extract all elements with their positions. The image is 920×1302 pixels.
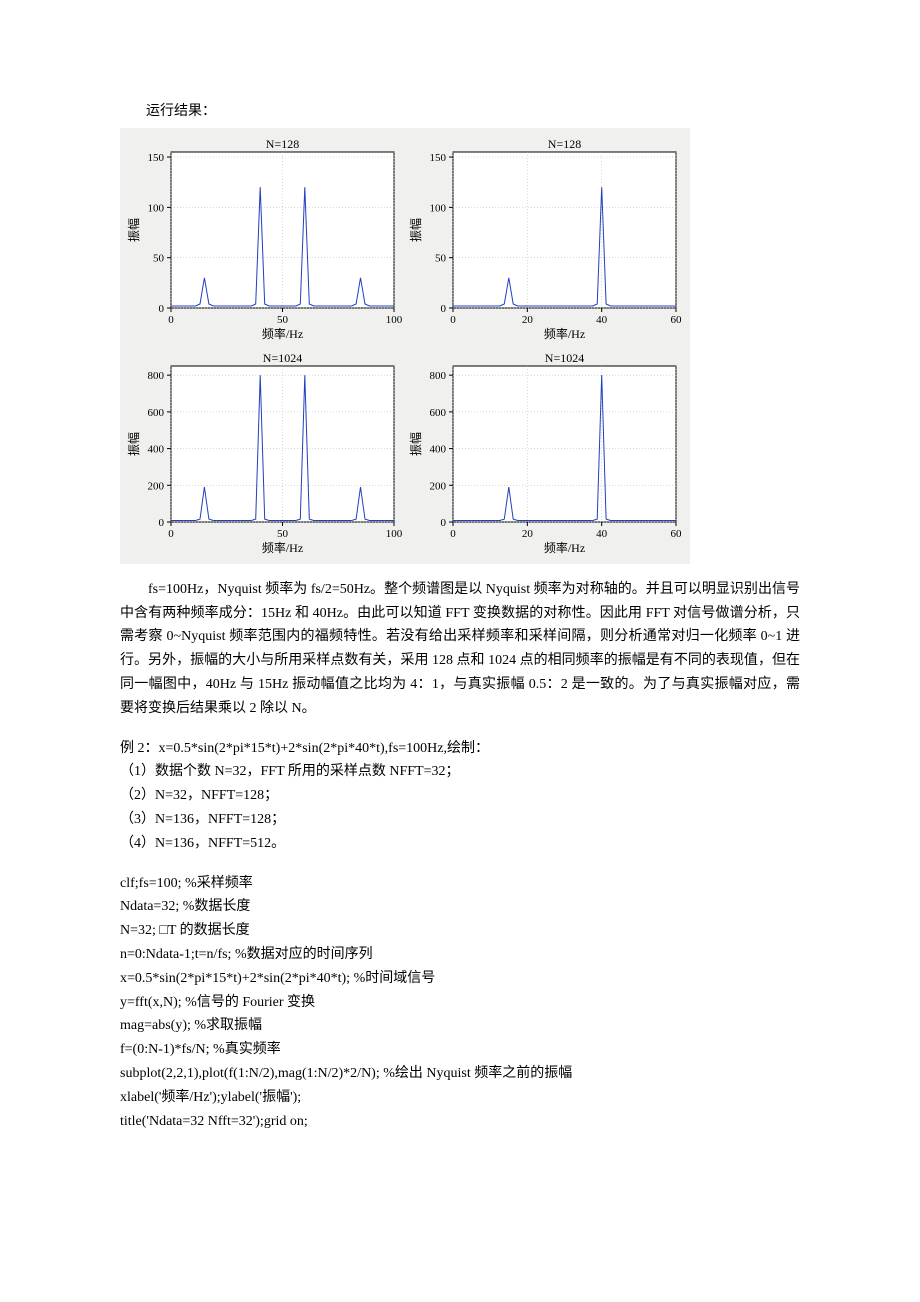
svg-text:100: 100 <box>386 528 403 540</box>
svg-text:150: 150 <box>148 152 165 164</box>
svg-text:100: 100 <box>148 202 165 214</box>
svg-text:800: 800 <box>148 370 165 382</box>
svg-text:振幅: 振幅 <box>126 218 141 242</box>
code-line: clf;fs=100; %采样频率 <box>120 872 800 896</box>
svg-text:200: 200 <box>430 480 447 492</box>
code-line: f=(0:N-1)*fs/N; %真实频率 <box>120 1038 800 1062</box>
svg-text:50: 50 <box>153 252 165 264</box>
chart-grid-container: 050100050100150N=128频率/Hz振幅0204060050100… <box>120 128 690 564</box>
svg-text:150: 150 <box>430 152 447 164</box>
svg-text:60: 60 <box>671 314 683 326</box>
example2-line: （2）N=32，NFFT=128； <box>120 784 800 808</box>
svg-text:振幅: 振幅 <box>408 432 423 456</box>
svg-text:N=1024: N=1024 <box>545 351 584 365</box>
svg-text:N=1024: N=1024 <box>263 351 302 365</box>
code-line: x=0.5*sin(2*pi*15*t)+2*sin(2*pi*40*t); %… <box>120 967 800 991</box>
svg-text:频率/Hz: 频率/Hz <box>262 540 303 555</box>
example2-block: 例 2：x=0.5*sin(2*pi*15*t)+2*sin(2*pi*40*t… <box>120 737 800 856</box>
code-line: title('Ndata=32 Nfft=32');grid on; <box>120 1110 800 1134</box>
svg-text:0: 0 <box>159 303 165 315</box>
svg-text:50: 50 <box>435 252 447 264</box>
svg-text:频率/Hz: 频率/Hz <box>262 326 303 341</box>
code-line: mag=abs(y); %求取振幅 <box>120 1014 800 1038</box>
example2-line: （4）N=136，NFFT=512。 <box>120 832 800 856</box>
svg-text:40: 40 <box>596 528 608 540</box>
svg-text:0: 0 <box>441 303 447 315</box>
chart-svg: 0 50 100 0 200 400 600 800 N=1024 频率/Hz 振幅 <box>126 348 404 558</box>
chart-subplot: 0 50 100 0 50 100 150 N=128 频率/Hz 振幅 <box>126 134 404 344</box>
svg-text:400: 400 <box>148 443 165 455</box>
svg-text:20: 20 <box>522 314 534 326</box>
code-block: clf;fs=100; %采样频率Ndata=32; %数据长度N=32; □T… <box>120 872 800 1134</box>
code-line: n=0:Ndata-1;t=n/fs; %数据对应的时间序列 <box>120 943 800 967</box>
svg-text:0: 0 <box>168 528 174 540</box>
example2-line: （1）数据个数 N=32，FFT 所用的采样点数 NFFT=32； <box>120 760 800 784</box>
svg-text:0: 0 <box>450 528 456 540</box>
chart-subplot: 0 50 100 0 200 400 600 800 N=1024 频率/Hz 振幅 <box>126 348 404 558</box>
example2-line: （3）N=136，NFFT=128； <box>120 808 800 832</box>
svg-text:0: 0 <box>159 517 165 529</box>
svg-text:振幅: 振幅 <box>126 432 141 456</box>
result-header: 运行结果： <box>146 100 820 124</box>
svg-text:0: 0 <box>441 517 447 529</box>
svg-text:40: 40 <box>596 314 608 326</box>
svg-text:800: 800 <box>430 370 447 382</box>
example2-line: 例 2：x=0.5*sin(2*pi*15*t)+2*sin(2*pi*40*t… <box>120 737 800 761</box>
svg-text:100: 100 <box>386 314 403 326</box>
chart-subplot: 0 20 40 60 0 50 100 150 N=128 频率/Hz 振幅 <box>408 134 686 344</box>
svg-text:400: 400 <box>430 443 447 455</box>
svg-text:频率/Hz: 频率/Hz <box>544 326 585 341</box>
analysis-paragraph: fs=100Hz，Nyquist 频率为 fs/2=50Hz。整个频谱图是以 N… <box>120 578 800 721</box>
chart-svg: 0 20 40 60 0 50 100 150 N=128 频率/Hz 振幅 <box>408 134 686 344</box>
svg-text:20: 20 <box>522 528 534 540</box>
code-line: N=32; □T 的数据长度 <box>120 919 800 943</box>
chart-subplot: 02040600200400600800N=1024频率/Hz振幅 <box>408 348 686 558</box>
code-line: xlabel('频率/Hz');ylabel('振幅'); <box>120 1086 800 1110</box>
code-line: Ndata=32; %数据长度 <box>120 895 800 919</box>
svg-text:60: 60 <box>671 528 683 540</box>
svg-text:50: 50 <box>277 528 289 540</box>
chart-svg: 02040600200400600800N=1024频率/Hz振幅 <box>408 348 686 558</box>
svg-text:频率/Hz: 频率/Hz <box>544 540 585 555</box>
svg-text:200: 200 <box>148 480 165 492</box>
svg-text:0: 0 <box>450 314 456 326</box>
svg-text:振幅: 振幅 <box>408 218 423 242</box>
code-line: subplot(2,2,1),plot(f(1:N/2),mag(1:N/2)*… <box>120 1062 800 1086</box>
svg-text:0: 0 <box>168 314 174 326</box>
svg-text:600: 600 <box>148 407 165 419</box>
svg-text:N=128: N=128 <box>548 137 581 151</box>
svg-text:N=128: N=128 <box>266 137 299 151</box>
chart-svg: 0 50 100 0 50 100 150 N=128 频率/Hz 振幅 <box>126 134 404 344</box>
svg-text:600: 600 <box>430 407 447 419</box>
svg-text:100: 100 <box>430 202 447 214</box>
code-line: y=fft(x,N); %信号的 Fourier 变换 <box>120 991 800 1015</box>
svg-text:50: 50 <box>277 314 289 326</box>
